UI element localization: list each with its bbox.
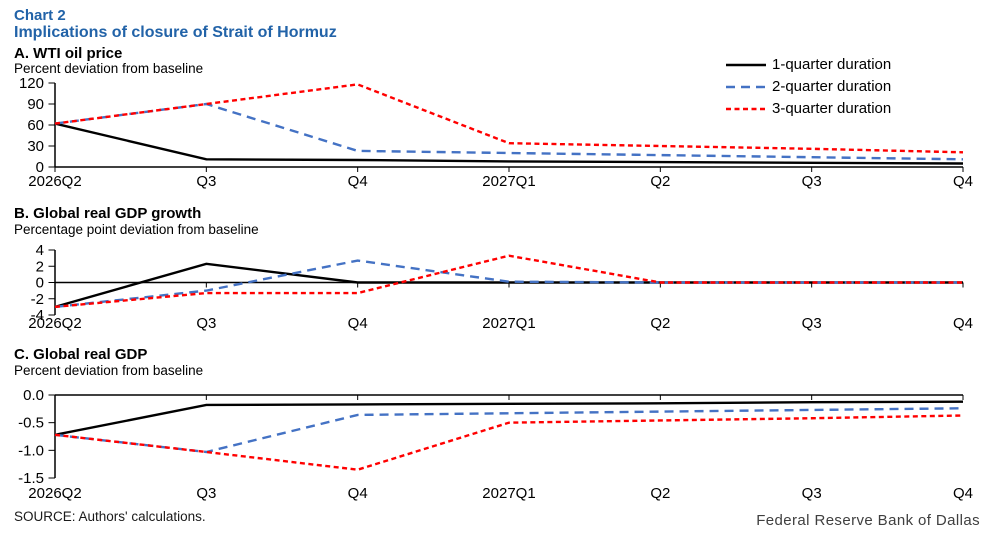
svg-text:0: 0	[36, 159, 44, 176]
svg-text:Q4: Q4	[348, 485, 368, 502]
legend-item: 2-quarter duration	[726, 78, 891, 95]
svg-text:2027Q1: 2027Q1	[482, 173, 535, 190]
panel-b-heading: B. Global real GDP growth	[14, 205, 202, 222]
svg-text:-4: -4	[31, 307, 44, 324]
legend-line-3-quarter	[726, 107, 766, 110]
svg-text:-2: -2	[31, 291, 44, 308]
chart-number-label: Chart 2	[14, 7, 66, 24]
svg-text:Q3: Q3	[802, 315, 822, 332]
panel-c-ylabel: Percent deviation from baseline	[14, 363, 204, 378]
svg-text:Q4: Q4	[953, 315, 973, 332]
svg-text:2026Q2: 2026Q2	[28, 173, 81, 190]
dallas-fed-attribution: Federal Reserve Bank of Dallas	[756, 512, 980, 529]
svg-text:-1.0: -1.0	[18, 442, 44, 459]
svg-text:2026Q2: 2026Q2	[28, 315, 81, 332]
legend-item: 1-quarter duration	[726, 56, 891, 73]
svg-text:Q2: Q2	[650, 173, 670, 190]
legend-line-2-quarter	[726, 85, 766, 88]
svg-text:2027Q1: 2027Q1	[482, 315, 535, 332]
legend-label: 3-quarter duration	[772, 100, 892, 117]
svg-text:Q4: Q4	[953, 173, 973, 190]
legend-line-1-quarter	[726, 63, 766, 66]
svg-text:4: 4	[36, 244, 44, 259]
panel-a-heading: A. WTI oil price	[14, 45, 123, 62]
legend-label: 1-quarter duration	[772, 56, 892, 73]
panel-b-ylabel: Percentage point deviation from baseline	[14, 222, 259, 237]
svg-text:Q3: Q3	[196, 485, 216, 502]
svg-text:2: 2	[36, 258, 44, 275]
svg-text:-0.5: -0.5	[18, 415, 44, 432]
svg-text:-1.5: -1.5	[18, 470, 44, 487]
legend: 1-quarter duration 2-quarter duration 3-…	[726, 56, 891, 117]
panel-c-heading: C. Global real GDP	[14, 346, 148, 363]
svg-text:Q4: Q4	[348, 173, 368, 190]
svg-text:120: 120	[19, 76, 44, 92]
svg-text:2026Q2: 2026Q2	[28, 485, 81, 502]
svg-text:0: 0	[36, 275, 44, 292]
svg-text:60: 60	[27, 117, 44, 134]
svg-text:Q3: Q3	[196, 315, 216, 332]
svg-text:30: 30	[27, 138, 44, 155]
svg-text:Q3: Q3	[802, 173, 822, 190]
wti-oil-price-chart: 0 30 60 90 120 2026Q2 Q3 Q4 2027Q1 Q2 Q3 Q4	[19, 76, 973, 190]
svg-text:Q4: Q4	[953, 485, 973, 502]
panel-a-ylabel: Percent deviation from baseline	[14, 61, 204, 76]
svg-text:2027Q1: 2027Q1	[482, 485, 535, 502]
svg-text:Q2: Q2	[650, 485, 670, 502]
svg-text:Q3: Q3	[196, 173, 216, 190]
svg-text:Q4: Q4	[348, 315, 368, 332]
svg-text:Q2: Q2	[650, 315, 670, 332]
legend-item: 3-quarter duration	[726, 100, 891, 117]
source-note: SOURCE: Authors' calculations.	[14, 509, 206, 524]
svg-text:Q3: Q3	[802, 485, 822, 502]
svg-text:0.0: 0.0	[23, 388, 44, 404]
legend-label: 2-quarter duration	[772, 78, 892, 95]
svg-text:90: 90	[27, 96, 44, 113]
chart-title: Implications of closure of Strait of Hor…	[14, 24, 337, 41]
